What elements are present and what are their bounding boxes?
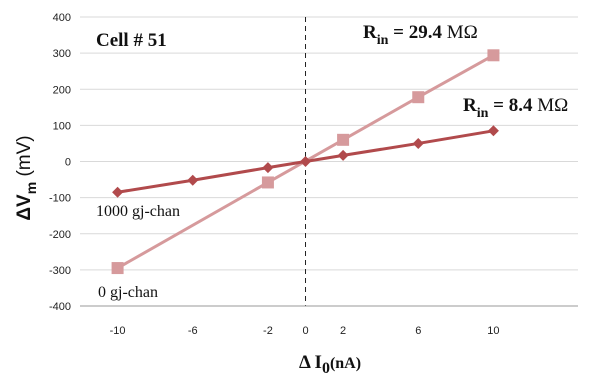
x-tick-label: -2 (263, 325, 273, 337)
y-tick-label: -300 (49, 265, 71, 277)
data-point (111, 262, 124, 275)
y-axis-title: ΔVm (mV) (14, 135, 39, 220)
series-layer (111, 49, 500, 275)
rin-prefix: R (463, 95, 477, 116)
x-tick-label: -6 (188, 325, 198, 337)
series-label-0gj: 0 gj-chan (98, 284, 158, 301)
rin-annotation-0gj: Rin = 29.4 MΩ (363, 22, 478, 48)
y-tick-label: 200 (53, 84, 71, 96)
y-axis-prefix: ΔV (14, 194, 35, 221)
y-tick-label: -400 (49, 301, 71, 313)
data-point (112, 186, 124, 198)
rin-sub: in (477, 106, 489, 121)
data-point (261, 176, 274, 189)
rin-unit: MΩ (537, 95, 568, 116)
y-tick-label: 400 (53, 12, 71, 24)
x-axis-unit: (nA) (330, 355, 361, 372)
x-tick-label: 2 (340, 325, 346, 337)
x-tick-labels: -10 -6 -2 0 2 6 10 (110, 325, 500, 337)
data-point (337, 133, 350, 146)
data-point (412, 91, 425, 104)
rin-sub: in (377, 33, 389, 48)
series-label-1000gj: 1000 gj-chan (96, 203, 180, 220)
series-0 (111, 49, 500, 275)
data-point (262, 162, 274, 174)
data-point (187, 174, 199, 186)
y-axis-unit: (mV) (14, 135, 35, 181)
y-tick-label: 300 (53, 48, 71, 60)
y-tick-label: 100 (53, 120, 71, 132)
rin-value: = 8.4 (488, 95, 537, 116)
y-axis-sub: m (23, 182, 39, 194)
rin-annotation-1000gj: Rin = 8.4 MΩ (463, 95, 568, 121)
x-tick-label: 0 (302, 325, 308, 337)
rin-unit: MΩ (447, 22, 478, 43)
data-point (487, 125, 499, 137)
y-tick-label: -100 (49, 193, 71, 205)
y-tick-labels: 400 300 200 100 0 -100 -200 -300 -400 (49, 12, 71, 313)
cell-label: Cell # 51 (96, 30, 167, 51)
x-axis-sub: 0 (322, 360, 330, 377)
y-tick-label: 0 (65, 157, 71, 169)
x-tick-label: 6 (415, 325, 421, 337)
x-axis-title: Δ I0(nA) (299, 352, 361, 377)
grid-lines (80, 16, 578, 307)
rin-value: = 29.4 (388, 22, 446, 43)
x-tick-label: 10 (487, 325, 499, 337)
data-point (412, 137, 424, 149)
rin-prefix: R (363, 22, 377, 43)
data-point (300, 156, 312, 167)
x-axis-prefix: Δ I (299, 352, 322, 373)
y-tick-label: -200 (49, 229, 71, 241)
data-point (487, 49, 500, 62)
x-tick-label: -10 (110, 325, 126, 337)
data-point (337, 149, 349, 161)
series-1 (112, 125, 499, 198)
